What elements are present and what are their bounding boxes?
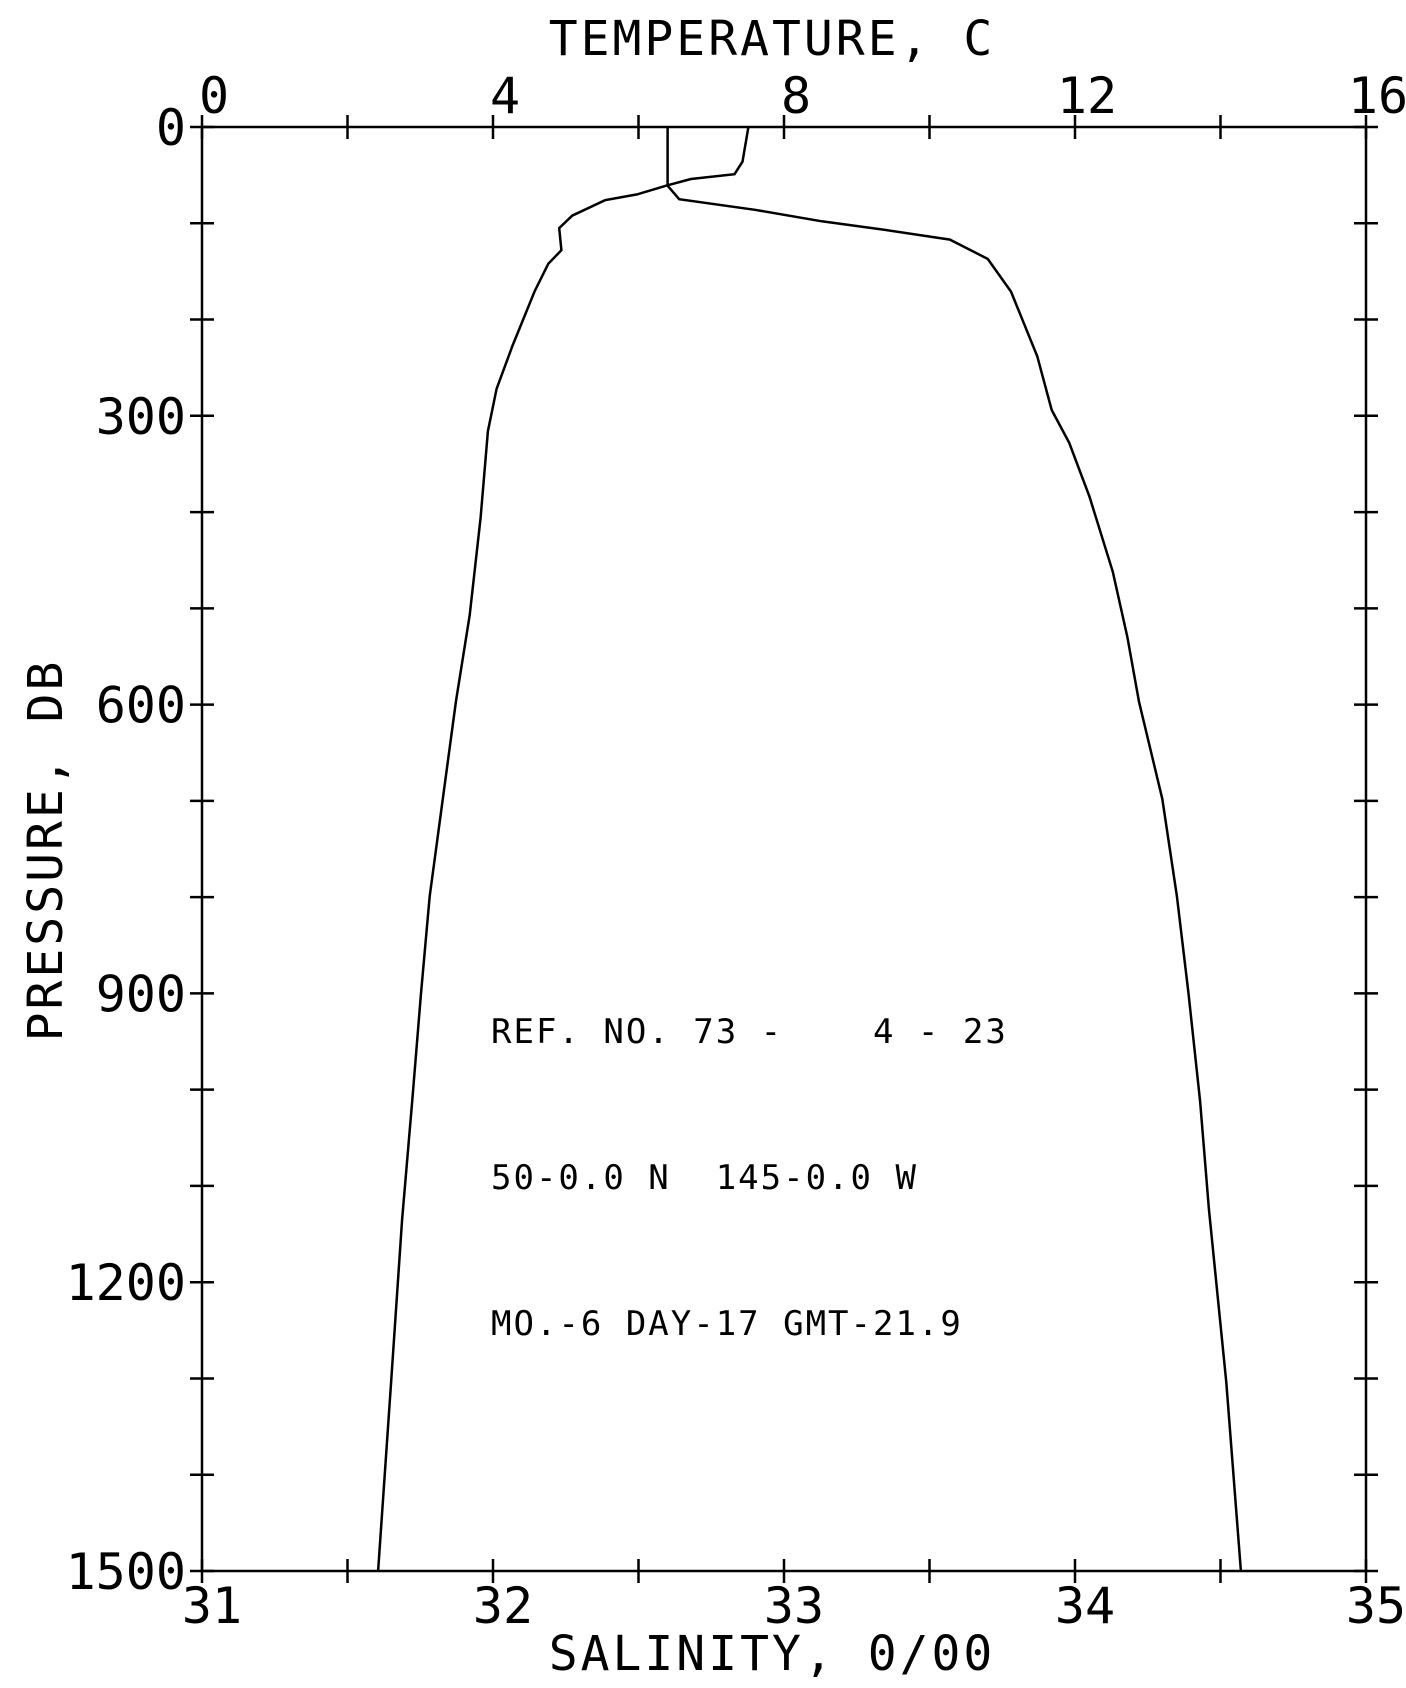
annotation: REF. NO. 73 - 4 - 23 <box>491 1012 1008 1052</box>
x2-tick-label: 34 <box>1055 1577 1115 1635</box>
y-tick-label: 600 <box>96 677 186 735</box>
x-tick-label: 4 <box>490 67 520 125</box>
x-tick-label: 16 <box>1348 67 1406 125</box>
x2-axis-title: SALINITY, 0/00 <box>549 1626 996 1682</box>
x-tick-label: 12 <box>1057 67 1117 125</box>
x-tick-label: 8 <box>781 67 811 125</box>
annotation: 50-0.0 N 145-0.0 W <box>491 1158 918 1198</box>
y-tick-label: 0 <box>156 99 186 157</box>
x-tick-label: 0 <box>199 67 229 125</box>
x2-tick-label: 32 <box>473 1577 533 1635</box>
x-axis-title: TEMPERATURE, C <box>549 11 996 67</box>
y-tick-label: 300 <box>96 388 186 446</box>
y-tick-label: 1500 <box>66 1543 186 1601</box>
profile-line <box>666 127 1243 1572</box>
x2-tick-label: 33 <box>764 1577 824 1635</box>
x2-tick-label: 31 <box>182 1577 242 1635</box>
y-axis-title: PRESSURE, DB <box>18 659 74 1042</box>
y-tick-label: 1200 <box>66 1254 186 1312</box>
profile-line <box>376 126 750 1572</box>
y-tick-label: 900 <box>96 965 186 1023</box>
x2-tick-label: 35 <box>1346 1577 1406 1635</box>
annotation: MO.-6 DAY-17 GMT-21.9 <box>491 1304 963 1344</box>
